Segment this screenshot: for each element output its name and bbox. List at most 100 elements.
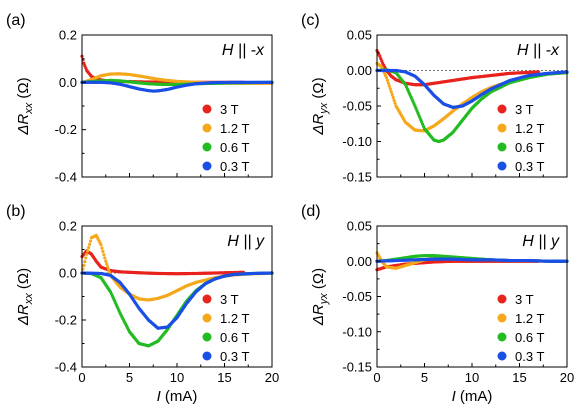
legend-label: 0.3 T [220, 159, 249, 174]
field-annotation: H || y [522, 233, 560, 250]
legend-marker [497, 332, 507, 342]
data-point [384, 76, 389, 80]
legend-label: 0.3 T [515, 159, 544, 174]
legend-marker [202, 332, 212, 342]
data-point [387, 84, 391, 88]
data-point [105, 262, 109, 266]
y-tick-label: 0.05 [347, 219, 372, 234]
panel-a: 0.2 0.0 -0.2 -0.4 (a) H || -x ΔRxx (Ω) 3 T 1.2 T… [6, 12, 274, 185]
legend-label: 3 T [515, 102, 534, 117]
x-tick-label: 0 [373, 370, 380, 385]
y-axis-label: ΔRxx (Ω) [15, 268, 35, 326]
panel-label: (b) [6, 203, 26, 220]
y-tick-label: -0.15 [342, 360, 372, 375]
data-point [102, 253, 106, 257]
x-axis-label: I (mA) [157, 388, 198, 405]
series-3T [375, 49, 541, 87]
legend-label: 0.3 T [515, 349, 544, 364]
legend-marker [202, 142, 212, 152]
legend-marker [202, 351, 212, 361]
legend-marker [497, 313, 507, 323]
panel-b: 0.2 0.0 -0.2 -0.40 5 10 15 20 (b) H || y ΔRxx (Ω) I… [6, 203, 279, 405]
field-annotation: H || y [227, 233, 265, 250]
legend-marker [202, 161, 212, 171]
panel-d: 0.05 0.00 -0.05 -0.10 -0.150 5 10 15 20 (d) H || y… [301, 203, 574, 405]
data-point [392, 98, 396, 102]
legend-marker [202, 313, 212, 323]
y-axis-label: ΔRyx (Ω) [310, 77, 330, 135]
x-axis-label: I (mA) [452, 388, 493, 405]
legend-marker [497, 294, 507, 304]
x-tick-label: 15 [512, 370, 526, 385]
data-point [107, 268, 111, 272]
panel-label: (d) [301, 203, 321, 220]
y-tick-label: -0.10 [342, 134, 372, 149]
y-tick-label: 0.0 [59, 75, 77, 90]
legend: 3 T 1.2 T 0.6 T 0.3 T [202, 292, 249, 364]
x-tick-label: 20 [560, 370, 574, 385]
y-tick-label: -0.05 [342, 289, 372, 304]
panel-label: (a) [6, 12, 26, 29]
data-point [87, 246, 91, 250]
y-tick-label: 0.00 [347, 254, 372, 269]
legend: 3 T 1.2 T 0.6 T 0.3 T [202, 102, 249, 174]
legend-marker [202, 104, 212, 114]
legend-marker [497, 142, 507, 152]
series-0p3T [80, 80, 274, 93]
legend-label: 0.6 T [220, 330, 249, 345]
legend-label: 1.2 T [515, 311, 544, 326]
legend: 3 T 1.2 T 0.6 T 0.3 T [497, 292, 544, 364]
legend-marker [497, 161, 507, 171]
y-tick-label: -0.2 [55, 313, 77, 328]
y-tick-label: 0.00 [347, 63, 372, 78]
series-3T [80, 249, 246, 276]
y-tick-label: -0.4 [55, 170, 77, 185]
legend-marker [497, 123, 507, 133]
x-tick-label: 20 [265, 370, 279, 385]
field-annotation: H || -x [517, 42, 560, 59]
legend-label: 1.2 T [220, 311, 249, 326]
legend-label: 0.6 T [220, 140, 249, 155]
legend-label: 1.2 T [515, 121, 544, 136]
data-point [83, 260, 87, 264]
data-point [391, 95, 395, 100]
field-annotation: H || -x [222, 42, 265, 59]
legend-label: 3 T [220, 102, 239, 117]
x-tick-label: 0 [78, 370, 85, 385]
data-point [86, 249, 90, 253]
legend-label: 3 T [220, 292, 239, 307]
series-0p3T [375, 68, 569, 110]
legend-label: 1.2 T [220, 121, 249, 136]
data-point [385, 78, 390, 83]
data-point [88, 242, 92, 246]
data-point [104, 259, 108, 263]
y-tick-label: -0.05 [342, 99, 372, 114]
y-tick-label: 0.2 [59, 219, 77, 234]
data-point [99, 243, 103, 247]
data-point [88, 239, 93, 243]
data-point [386, 81, 390, 85]
data-point [101, 249, 105, 253]
x-tick-label: 5 [126, 370, 133, 385]
data-point [388, 87, 392, 91]
x-tick-label: 10 [170, 370, 184, 385]
y-tick-label: -0.2 [55, 122, 77, 137]
y-tick-label: -0.10 [342, 324, 372, 339]
data-point [106, 265, 110, 269]
legend-marker [202, 294, 212, 304]
y-tick-label: 0.2 [59, 28, 77, 43]
y-axis-label: ΔRxx (Ω) [15, 77, 35, 135]
series-0p3T [80, 271, 274, 330]
legend-marker [497, 104, 507, 114]
data-point [103, 256, 107, 260]
data-point [100, 246, 104, 250]
data-point [107, 270, 112, 275]
y-tick-label: -0.15 [342, 170, 372, 185]
legend-label: 0.3 T [220, 349, 249, 364]
y-axis-label: ΔRyx (Ω) [310, 268, 330, 326]
legend: 3 T 1.2 T 0.6 T 0.3 T [497, 102, 544, 174]
y-tick-label: 0.05 [347, 28, 372, 43]
legend-label: 0.6 T [515, 330, 544, 345]
data-point [389, 90, 393, 94]
